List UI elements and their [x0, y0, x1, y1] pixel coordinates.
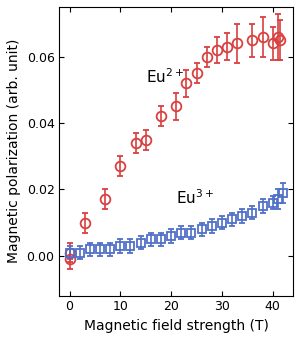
X-axis label: Magnetic field strength (T): Magnetic field strength (T) — [84, 319, 268, 333]
Y-axis label: Magnetic polarization (arb. unit): Magnetic polarization (arb. unit) — [7, 39, 21, 264]
Text: Eu$^{2+}$: Eu$^{2+}$ — [146, 68, 184, 86]
Text: Eu$^{3+}$: Eu$^{3+}$ — [176, 189, 214, 207]
